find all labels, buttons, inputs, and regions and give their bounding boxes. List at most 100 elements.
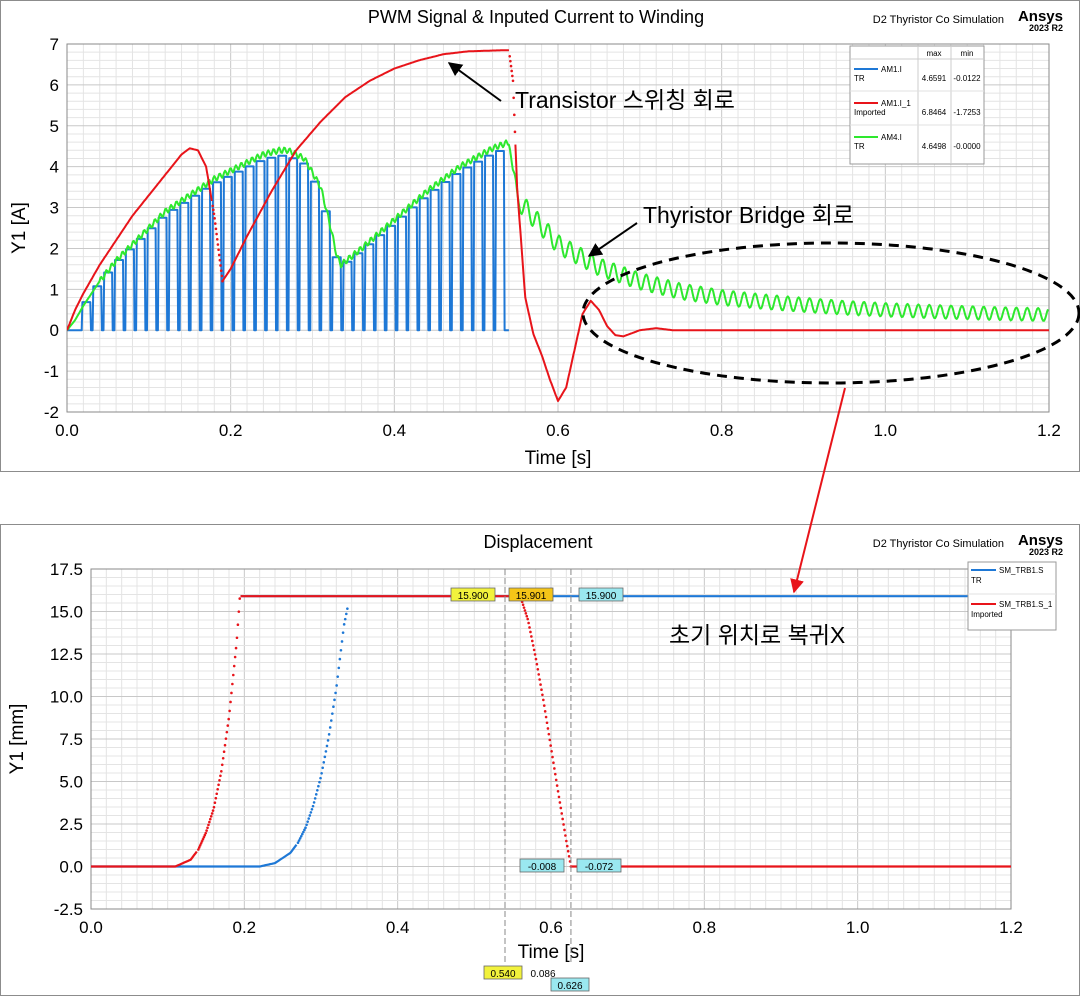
series-am1-i-1-dot: [512, 96, 515, 100]
series-sm-trb1-s-1-dot: [532, 648, 536, 652]
series-sm-trb1-s-1-dot: [226, 724, 230, 727]
series-sm-trb1-s-1-dot: [546, 727, 550, 730]
series-sm-trb1-s-dot: [312, 801, 316, 804]
series-sm-trb1-s-dot: [310, 807, 314, 811]
marker-top-left-bg: [450, 587, 496, 602]
series-sm-trb1-s-dot: [297, 839, 301, 842]
series-sm-trb1-s-1-dot: [542, 704, 546, 707]
y-tick-label: 5.0: [59, 773, 83, 792]
x-tick-label: 0.0: [55, 421, 79, 440]
series-sm-trb1-s-1-line: [91, 850, 198, 868]
series-sm-trb1-s-1-dot: [198, 844, 202, 847]
series-sm-trb1-s-1-dot: [543, 710, 547, 713]
x-axis-label: Time [s]: [518, 942, 585, 963]
series-sm-trb1-s-dot: [326, 739, 330, 742]
series-sm-trb1-s-1-dot: [237, 610, 241, 613]
series-sm-trb1-s-1-dot: [224, 737, 228, 740]
cursor-x-delta: 0.086: [530, 969, 555, 980]
series-sm-trb1-s-1-dot: [530, 639, 534, 643]
plot-series: [67, 49, 1049, 402]
annotation-transistor: Transistor 스위칭 회로: [515, 87, 735, 113]
x-tick-label: 0.4: [383, 421, 407, 440]
legend-series-sub: TR: [971, 576, 982, 585]
series-sm-trb1-s-1-dot: [536, 668, 540, 671]
series-sm-trb1-s-1-dot: [208, 817, 212, 821]
series-sm-trb1-s-dot: [314, 793, 318, 796]
series-am1-i-1-dot: [219, 269, 223, 272]
series-sm-trb1-s-dot: [329, 719, 333, 722]
legend-series-sub: Imported: [971, 610, 1003, 619]
cursor-x-left-bg: [483, 965, 523, 980]
y-tick-label: 6: [50, 76, 59, 95]
series-sm-trb1-s-1-dot: [236, 623, 240, 626]
series-sm-trb1-s-1-dot: [559, 806, 563, 810]
series-sm-trb1-s-1-dot: [524, 612, 528, 615]
series-sm-trb1-s-1-dot: [529, 630, 532, 634]
series-sm-trb1-s-1-dot: [228, 709, 231, 713]
y-tick-label: 5: [50, 117, 59, 136]
series-am1-i-1-line: [514, 144, 1049, 402]
series-sm-trb1-s-1-dot: [216, 787, 219, 791]
series-sm-trb1-s-1-dot: [213, 801, 217, 805]
y-tick-label: -2.5: [54, 900, 83, 919]
series-sm-trb1-s-dot: [343, 617, 347, 621]
series-sm-trb1-s-1-dot: [540, 688, 543, 691]
y-tick-label: 0.0: [59, 858, 83, 877]
series-sm-trb1-s-dot: [307, 817, 311, 820]
series-sm-trb1-s-1-dot: [539, 683, 542, 686]
series-sm-trb1-s-1-dot: [533, 653, 537, 656]
series-am1-i-1-dot: [217, 253, 221, 257]
y-tick-label: -2: [44, 403, 59, 422]
series-am1-i-1-dot: [510, 69, 513, 73]
x-tick-label: 1.0: [846, 918, 870, 937]
series-sm-trb1-s-1-dot: [564, 834, 567, 837]
annotation-thyristor: Thyristor Bridge 회로: [643, 202, 854, 228]
series-sm-trb1-s-1-dot: [207, 823, 210, 827]
plot-series: [91, 594, 1011, 868]
series-sm-trb1-s-1-dot: [233, 655, 237, 659]
legend-series-name: AM1.I_1: [881, 99, 911, 108]
cursor-x-right-bg: [550, 977, 590, 992]
series-sm-trb1-s-1-dot: [215, 792, 219, 796]
y-tick-label: 2.5: [59, 815, 83, 834]
series-sm-trb1-s-1-dot: [212, 805, 216, 809]
series-sm-trb1-s-1-dot: [201, 838, 205, 841]
series-sm-trb1-s-dot: [339, 648, 343, 652]
series-sm-trb1-s-1-dot: [554, 778, 558, 782]
series-sm-trb1-s-1-dot: [200, 840, 204, 843]
series-am1-i-1-dot: [511, 74, 514, 78]
series-sm-trb1-s-dot: [321, 766, 324, 770]
series-sm-trb1-s-dot: [334, 691, 337, 695]
series-sm-trb1-s-1-dot: [220, 770, 223, 773]
series-sm-trb1-s-1-dot: [221, 756, 225, 760]
series-am1-i-1-dot: [216, 243, 220, 246]
legend-series-sub: TR: [854, 74, 865, 83]
series-sm-trb1-s-1-dot: [530, 635, 533, 638]
marker-bottom-right-bg: [576, 858, 622, 873]
series-sm-trb1-s-1-dot: [232, 664, 236, 668]
series-sm-trb1-s-dot: [327, 733, 331, 736]
legend-series-max: 6.8464: [922, 108, 947, 117]
series-am1-i-1-line: [67, 147, 213, 331]
displacement-chart: Displacement D2 Thyristor Co Simulation An…: [7, 532, 1063, 992]
series-sm-trb1-s-1-dot: [553, 767, 556, 770]
series-am1-i-1-dot: [213, 222, 217, 225]
series-sm-trb1-s-1-dot: [234, 646, 238, 650]
series-sm-trb1-s-1-dot: [541, 693, 544, 697]
series-sm-trb1-s-1-dot: [229, 700, 232, 704]
series-sm-trb1-s-dot: [300, 832, 304, 836]
marker-bottom-left-bg: [519, 858, 565, 873]
series-am1-i-1-line: [221, 49, 510, 282]
series-sm-trb1-s-1-dot: [202, 835, 206, 839]
series-sm-trb1-s-1-dot: [231, 673, 235, 677]
series-sm-trb1-s-1-dot: [214, 796, 218, 800]
series-sm-trb1-s-1-dot: [525, 614, 529, 618]
series-sm-trb1-s-dot: [340, 640, 344, 643]
series-sm-trb1-s-1-dot: [544, 715, 548, 719]
grid: [90, 568, 1012, 910]
series-sm-trb1-s-1-dot: [560, 812, 564, 815]
x-tick-label: 1.0: [874, 421, 898, 440]
series-sm-trb1-s-dot: [336, 675, 340, 678]
cursor-x-left: 0.540: [490, 969, 515, 980]
series-sm-trb1-s-1-dot: [523, 609, 527, 612]
